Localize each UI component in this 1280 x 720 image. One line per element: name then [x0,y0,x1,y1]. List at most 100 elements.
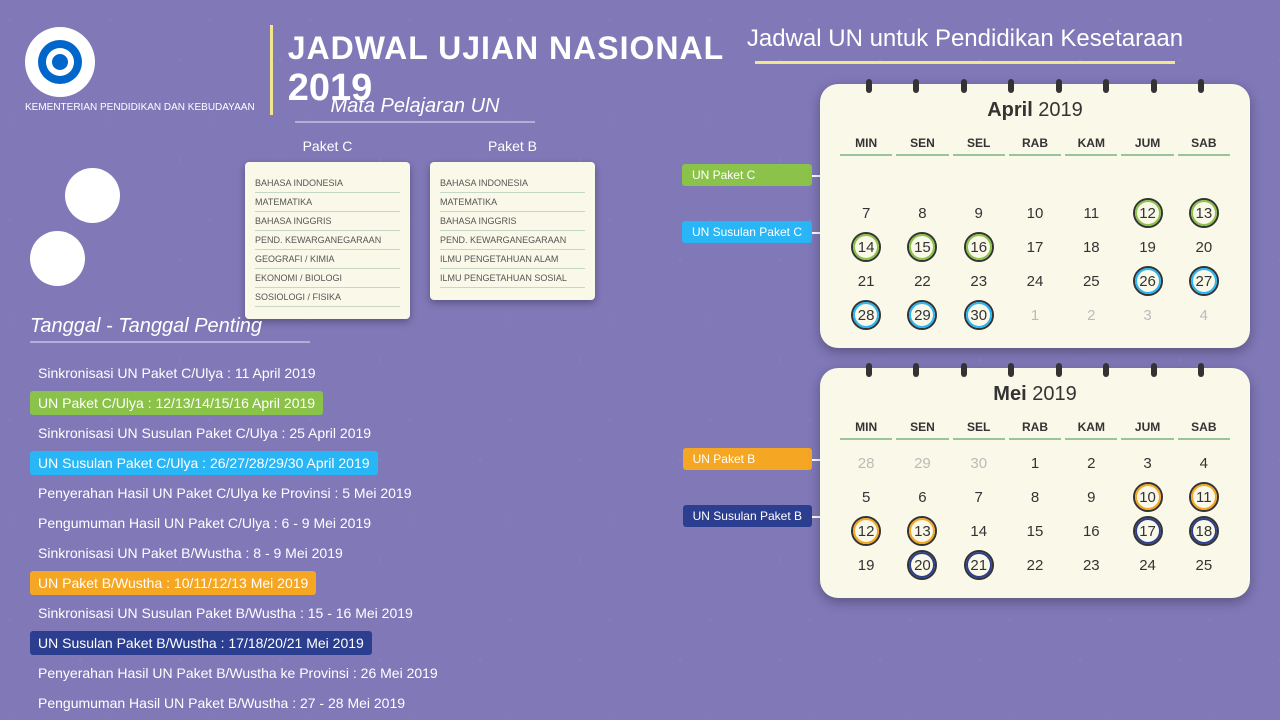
logo-block: KEMENTERIAN PENDIDIKAN DAN KEBUDAYAAN [25,27,255,114]
ministry-logo-icon [25,27,95,97]
calendar-day: 2 [1065,448,1117,478]
calendar-day: 26 [1121,266,1173,296]
calendar-day [896,164,948,194]
date-circle [853,302,879,328]
important-dates-section: Tanggal - Tanggal Penting Sinkronisasi U… [30,315,446,718]
date-item: Sinkronisasi UN Susulan Paket B/Wustha :… [30,601,421,625]
calendar-day: 18 [1178,516,1230,546]
date-item: UN Paket B/Wustha : 10/11/12/13 Mei 2019 [30,571,316,595]
calendar-panel: Jadwal UN untuk Pendidikan Kesetaraan UN… [680,25,1250,598]
date-item: UN Susulan Paket B/Wustha : 17/18/20/21 … [30,631,372,655]
calendar-legend-label: UN Susulan Paket B [683,505,812,527]
calendar-day: 29 [896,448,948,478]
day-header: MIN [840,132,892,156]
girl-avatar-icon [30,231,85,286]
date-item: Penyerahan Hasil UN Paket B/Wustha ke Pr… [30,661,446,685]
date-circle [1191,268,1217,294]
calendar-day: 30 [953,448,1005,478]
calendar-wrap: UN Paket BUN Susulan Paket BMei 2019MINS… [683,368,1250,598]
date-circle [1191,484,1217,510]
day-header: SAB [1178,416,1230,440]
calendar-legend-label: UN Paket B [683,448,812,470]
subject-item: SOSIOLOGI / FISIKA [255,288,400,307]
calendar-day: 6 [896,482,948,512]
subject-packet: Paket CBAHASA INDONESIAMATEMATIKABAHASA … [245,138,410,319]
calendar-month: April 2019 [840,99,1230,122]
date-item: UN Paket C/Ulya : 12/13/14/15/16 April 2… [30,391,323,415]
packet-label: Paket B [430,138,595,154]
subjects-title: Mata Pelajaran UN [295,95,535,123]
character-illustrations [30,160,120,294]
calendar-day: 20 [896,550,948,580]
calendar-day: 19 [840,550,892,580]
date-circle [1135,268,1161,294]
calendar-month: Mei 2019 [840,383,1230,406]
day-header: SAB [1178,132,1230,156]
calendar-day: 3 [1121,448,1173,478]
calendar-day: 7 [953,482,1005,512]
calendar-day: 15 [1009,516,1061,546]
calendar-day [1121,164,1173,194]
calendar-day: 13 [1178,198,1230,228]
calendar-day: 10 [1009,198,1061,228]
calendar-day: 16 [953,232,1005,262]
calendar-day: 22 [1009,550,1061,580]
date-circle [909,552,935,578]
calendar-day: 9 [953,198,1005,228]
calendar-day: 16 [1065,516,1117,546]
date-item: Sinkronisasi UN Susulan Paket C/Ulya : 2… [30,421,379,445]
date-circle [966,302,992,328]
calendar-day: 25 [1178,550,1230,580]
calendar-panel-title: Jadwal UN untuk Pendidikan Kesetaraan [680,25,1250,53]
calendar-day: 5 [840,482,892,512]
day-header: SEN [896,416,948,440]
calendar-day [1178,164,1230,194]
calendar-day: 2 [1065,300,1117,330]
calendar-day: 27 [1178,266,1230,296]
calendar-day: 12 [1121,198,1173,228]
calendar-day: 19 [1121,232,1173,262]
calendar-legend-label: UN Paket C [682,164,812,186]
calendar: April 2019MINSENSELRABKAMJUMSAB789101112… [820,84,1250,348]
calendar-day: 21 [953,550,1005,580]
subject-item: MATEMATIKA [440,193,585,212]
day-header: SEL [953,416,1005,440]
ministry-name: KEMENTERIAN PENDIDIKAN DAN KEBUDAYAAN [25,102,255,114]
subject-item: EKONOMI / BIOLOGI [255,269,400,288]
subject-item: PEND. KEWARGANEGARAAN [255,231,400,250]
day-header: JUM [1121,416,1173,440]
calendar-day: 13 [896,516,948,546]
calendar-day: 11 [1065,198,1117,228]
day-header: SEL [953,132,1005,156]
calendar-day: 30 [953,300,1005,330]
date-circle [853,518,879,544]
calendar-day: 18 [1065,232,1117,262]
day-header: KAM [1065,132,1117,156]
notecard: BAHASA INDONESIAMATEMATIKABAHASA INGGRIS… [430,162,595,300]
calendar-day: 17 [1121,516,1173,546]
date-item: Pengumuman Hasil UN Paket C/Ulya : 6 - 9… [30,511,379,535]
subject-item: ILMU PENGETAHUAN SOSIAL [440,269,585,288]
calendar-day: 1 [1009,448,1061,478]
boy-avatar-icon [65,168,120,223]
date-item: Penyerahan Hasil UN Paket C/Ulya ke Prov… [30,481,420,505]
day-header: RAB [1009,416,1061,440]
calendar-day: 17 [1009,232,1061,262]
calendar-day: 23 [1065,550,1117,580]
subject-item: BAHASA INGGRIS [440,212,585,231]
date-circle [1191,518,1217,544]
day-header: RAB [1009,132,1061,156]
calendar-day: 10 [1121,482,1173,512]
subjects-section: Mata Pelajaran UN Paket C BAHASA INDONESI… [245,95,595,319]
date-item: UN Susulan Paket C/Ulya : 26/27/28/29/30… [30,451,378,475]
calendar-day: 12 [840,516,892,546]
calendar-day [1065,164,1117,194]
subject-item: BAHASA INDONESIA [255,174,400,193]
calendar-day: 29 [896,300,948,330]
subject-packet: Paket B BAHASA INDONESIAMATEMATIKABAHASA … [430,138,595,319]
dates-title: Tanggal - Tanggal Penting [30,315,310,343]
packet-label: Paket C [245,138,410,154]
date-circle [966,552,992,578]
calendar-day: 14 [840,232,892,262]
date-circle [1135,518,1161,544]
